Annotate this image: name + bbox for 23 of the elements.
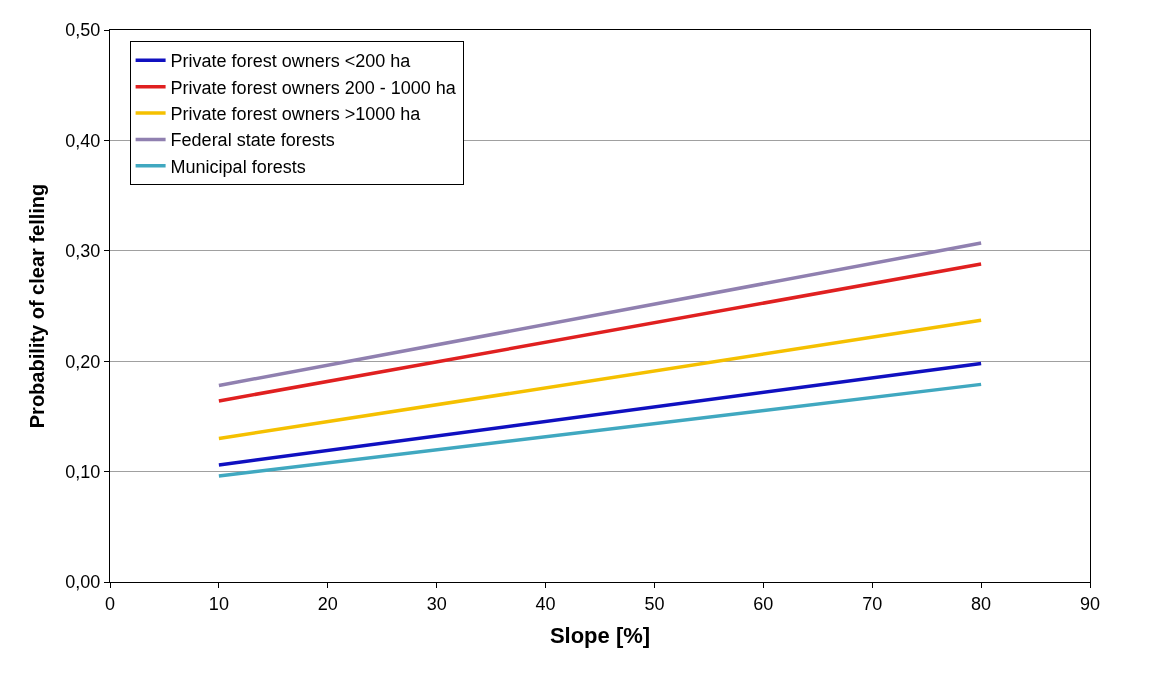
- x-tick-label: 30: [426, 593, 447, 614]
- x-tick-label: 10: [208, 593, 229, 614]
- y-tick-label: 0,20: [65, 351, 101, 372]
- x-tick-label: 70: [862, 593, 883, 614]
- y-tick-label: 0,30: [65, 241, 101, 262]
- y-tick-label: 0,40: [65, 130, 101, 151]
- legend-label: Private forest owners <200 ha: [170, 51, 412, 72]
- legend-label: Private forest owners >1000 ha: [170, 104, 422, 125]
- y-tick-label: 0,00: [65, 572, 101, 593]
- x-tick-label: 90: [1079, 593, 1101, 614]
- y-tick-label: 0,10: [65, 461, 101, 482]
- legend-label: Federal state forests: [170, 130, 335, 151]
- x-tick-label: 80: [971, 593, 992, 614]
- x-tick-label: 50: [644, 593, 665, 614]
- legend-label: Private forest owners 200 - 1000 ha: [170, 77, 457, 98]
- x-tick-label: 0: [104, 593, 116, 614]
- x-axis-title: Slope [%]: [549, 623, 651, 649]
- y-axis-title: Probability of clear felling: [25, 183, 48, 429]
- x-tick-label: 20: [317, 593, 338, 614]
- x-tick-label: 40: [535, 593, 556, 614]
- legend-label: Municipal forests: [170, 156, 306, 177]
- x-tick-label: 60: [753, 593, 774, 614]
- y-tick-label: 0,50: [65, 20, 101, 41]
